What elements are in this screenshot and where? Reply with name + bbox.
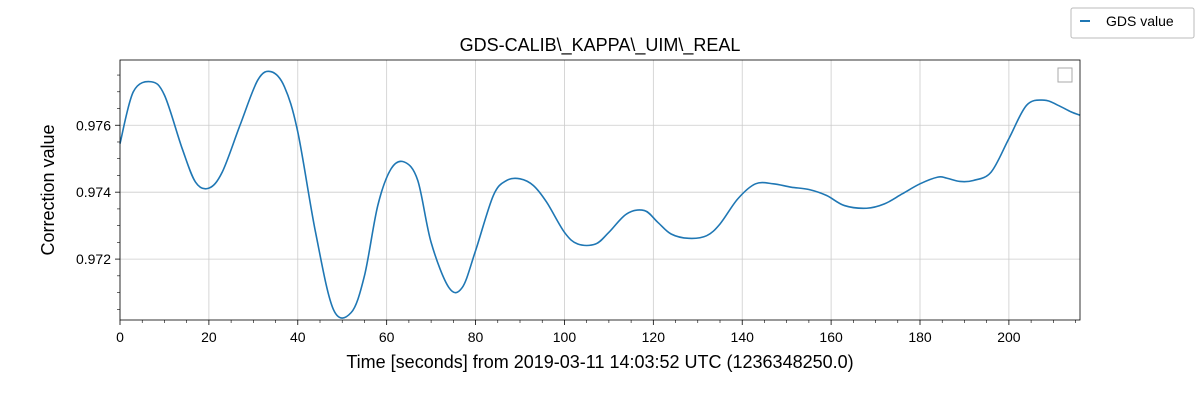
x-tick-label: 0: [116, 329, 124, 345]
y-tick-label: 0.976: [76, 117, 111, 133]
legend-label: GDS value: [1106, 13, 1174, 29]
legend-box: [1070, 7, 1195, 39]
x-tick-label: 200: [997, 329, 1021, 345]
y-axis-label: Correction value: [38, 124, 58, 255]
series-line-gds-value: [119, 70, 1081, 319]
x-tick-label: 60: [379, 329, 395, 345]
legend: GDS value: [1070, 7, 1195, 39]
x-tick-label: 140: [731, 329, 755, 345]
x-axis-label: Time [seconds] from 2019-03-11 14:03:52 …: [346, 352, 853, 372]
x-tick-label: 100: [553, 329, 577, 345]
x-tick-label: 20: [201, 329, 217, 345]
chart-title: GDS-CALIB\_KAPPA\_UIM\_REAL: [460, 35, 741, 56]
axis-tick-labels: 0 20 40 60 80 100 120 140 160 180 200 0.972 0.974 0.9…: [76, 117, 1021, 345]
x-tick-label: 120: [642, 329, 666, 345]
axis-ticks: [115, 74, 1076, 325]
x-tick-label: 40: [290, 329, 306, 345]
y-tick-label: 0.974: [76, 184, 111, 200]
series-lines: [119, 70, 1081, 319]
x-tick-label: 80: [468, 329, 484, 345]
y-tick-label: 0.972: [76, 251, 111, 267]
inner-legend-box: [1057, 67, 1073, 83]
grid: [119, 60, 1080, 320]
x-tick-label: 160: [819, 329, 843, 345]
x-tick-label: 180: [908, 329, 932, 345]
plot-frame: [119, 59, 1081, 321]
